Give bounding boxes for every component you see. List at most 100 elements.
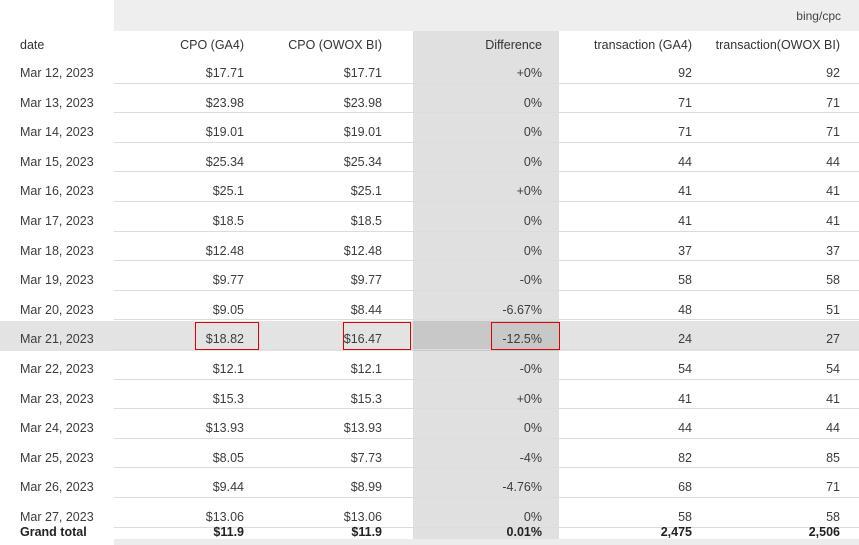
- cell-transaction-owox: 58: [826, 273, 840, 288]
- cell-transaction-ga4: 24: [678, 332, 692, 347]
- header-difference[interactable]: Difference: [485, 38, 542, 52]
- table-row[interactable]: Mar 22, 2023 $12.1 $12.1 -0% 54 54: [0, 362, 859, 392]
- row-divider: [114, 348, 859, 350]
- header-date[interactable]: date: [20, 38, 45, 52]
- cell-transaction-owox: 41: [826, 391, 840, 406]
- table-row[interactable]: Mar 17, 2023 $18.5 $18.5 0% 41 41: [0, 214, 859, 244]
- cell-transaction-ga4: 44: [678, 421, 692, 436]
- table-row[interactable]: Mar 20, 2023 $9.05 $8.44 -6.67% 48 51: [0, 303, 859, 333]
- table-row[interactable]: Mar 23, 2023 $15.3 $15.3 +0% 41 41: [0, 392, 859, 422]
- cell-transaction-owox: 44: [826, 154, 840, 169]
- cell-difference: -0%: [519, 273, 542, 288]
- row-divider: [114, 496, 859, 498]
- grand-total-row: Grand total $11.9 $11.9 0.01% 2,475 2,50…: [0, 521, 859, 545]
- grand-total-label: Grand total: [20, 525, 87, 539]
- cell-transaction-owox: 54: [826, 362, 840, 376]
- cell-cpo-owox: $17.71: [343, 66, 382, 80]
- cell-date: Mar 15, 2023: [20, 154, 94, 169]
- row-divider: [114, 230, 859, 232]
- row-highlight-difference: [413, 321, 559, 352]
- table-row[interactable]: Mar 21, 2023 $18.82 $16.47 -12.5% 24 27: [0, 332, 859, 362]
- row-divider: [114, 200, 859, 202]
- cell-cpo-ga4: $15.3: [212, 391, 244, 406]
- cell-cpo-ga4: $17.71: [205, 66, 244, 80]
- header-cpo-ga4[interactable]: CPO (GA4): [180, 38, 244, 52]
- cell-date: Mar 23, 2023: [20, 391, 94, 406]
- cell-cpo-owox: $12.48: [343, 243, 382, 258]
- row-divider: [114, 319, 859, 321]
- header-transaction-ga4[interactable]: transaction (GA4): [594, 38, 692, 52]
- table-row[interactable]: Mar 18, 2023 $12.48 $12.48 0% 37 37: [0, 244, 859, 274]
- cell-difference: 0%: [523, 214, 542, 228]
- row-divider: [114, 289, 859, 291]
- cell-transaction-owox: 85: [826, 450, 840, 465]
- table-row[interactable]: Mar 15, 2023 $25.34 $25.34 0% 44 44: [0, 155, 859, 185]
- row-divider: [114, 112, 859, 114]
- table-row[interactable]: Mar 13, 2023 $23.98 $23.98 0% 71 71: [0, 96, 859, 126]
- cell-transaction-ga4: 41: [678, 214, 692, 228]
- cell-date: Mar 14, 2023: [20, 125, 94, 140]
- cell-transaction-owox: 71: [826, 480, 840, 495]
- cell-transaction-owox: 71: [826, 95, 840, 110]
- cell-cpo-owox: $12.1: [350, 362, 382, 376]
- row-divider: [114, 82, 859, 84]
- row-divider: [114, 526, 859, 528]
- cell-difference: 0%: [523, 95, 542, 110]
- cell-transaction-ga4: 71: [678, 95, 692, 110]
- cell-difference: 0%: [523, 243, 542, 258]
- cell-cpo-ga4: $9.44: [212, 480, 244, 495]
- cell-date: Mar 26, 2023: [20, 480, 94, 495]
- table-row[interactable]: Mar 26, 2023 $9.44 $8.99 -4.76% 68 71: [0, 480, 859, 510]
- header-cpo-owox[interactable]: CPO (OWOX BI): [288, 38, 382, 52]
- difference-column-shade: [413, 31, 559, 545]
- cell-transaction-owox: 92: [826, 66, 840, 80]
- row-divider: [114, 171, 859, 173]
- cell-cpo-ga4: $9.05: [212, 302, 244, 317]
- cell-transaction-owox: 44: [826, 421, 840, 436]
- row-divider: [114, 260, 859, 262]
- cell-transaction-owox: 71: [826, 125, 840, 140]
- horizontal-scrollbar[interactable]: [114, 539, 859, 545]
- grand-total-cpo-owox: $11.9: [351, 525, 382, 539]
- table-row[interactable]: Mar 19, 2023 $9.77 $9.77 -0% 58 58: [0, 273, 859, 303]
- cell-date: Mar 21, 2023: [20, 332, 94, 347]
- table-row[interactable]: Mar 27, 2023 $13.06 $13.06 0% 58 58: [0, 510, 859, 540]
- table-row[interactable]: Mar 25, 2023 $8.05 $7.73 -4% 82 85: [0, 451, 859, 481]
- cell-cpo-ga4: $19.01: [205, 125, 244, 140]
- cell-difference: +0%: [516, 391, 542, 406]
- row-divider: [114, 378, 859, 380]
- cell-transaction-ga4: 44: [678, 154, 692, 169]
- cell-difference: 0%: [523, 510, 542, 524]
- cell-transaction-ga4: 37: [678, 243, 692, 258]
- cell-cpo-ga4: $13.93: [205, 421, 244, 436]
- cell-date: Mar 16, 2023: [20, 184, 94, 199]
- cell-transaction-ga4: 71: [678, 125, 692, 140]
- row-divider: [114, 437, 859, 439]
- cell-date: Mar 12, 2023: [20, 66, 94, 80]
- highlight-box-cpo-ga4: [195, 322, 259, 351]
- cell-difference: +0%: [516, 184, 542, 199]
- cell-cpo-ga4: $18.5: [212, 214, 244, 228]
- cell-cpo-ga4: $12.48: [205, 243, 244, 258]
- cell-date: Mar 13, 2023: [20, 95, 94, 110]
- cell-date: Mar 17, 2023: [20, 214, 94, 228]
- grand-total-cpo-ga4: $11.9: [213, 525, 244, 539]
- cell-date: Mar 18, 2023: [20, 243, 94, 258]
- cell-difference: -4%: [519, 450, 542, 465]
- table-row[interactable]: Mar 12, 2023 $17.71 $17.71 +0% 92 92: [0, 66, 859, 96]
- cell-cpo-ga4: $25.34: [205, 154, 244, 169]
- row-divider: [114, 408, 859, 410]
- table-row[interactable]: Mar 24, 2023 $13.93 $13.93 0% 44 44: [0, 421, 859, 451]
- cell-cpo-ga4: $25.1: [212, 184, 244, 199]
- cell-date: Mar 24, 2023: [20, 421, 94, 436]
- cell-difference: -0%: [519, 362, 542, 376]
- cell-cpo-owox: $13.06: [343, 510, 382, 524]
- cell-cpo-ga4: $8.05: [212, 450, 244, 465]
- table-row[interactable]: Mar 16, 2023 $25.1 $25.1 +0% 41 41: [0, 184, 859, 214]
- cell-difference: 0%: [523, 125, 542, 140]
- cell-difference: 0%: [523, 421, 542, 436]
- table-row[interactable]: Mar 14, 2023 $19.01 $19.01 0% 71 71: [0, 125, 859, 155]
- cell-date: Mar 27, 2023: [20, 510, 94, 524]
- header-transaction-owox[interactable]: transaction(OWOX BI): [715, 38, 840, 52]
- cell-transaction-owox: 41: [826, 184, 840, 199]
